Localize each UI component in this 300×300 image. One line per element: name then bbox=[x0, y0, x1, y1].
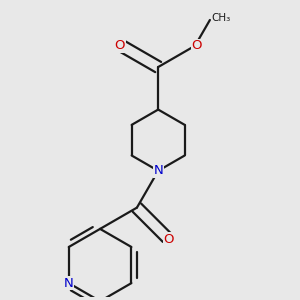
Text: N: N bbox=[64, 277, 74, 290]
Text: CH₃: CH₃ bbox=[212, 13, 231, 23]
Text: O: O bbox=[191, 39, 202, 52]
Text: O: O bbox=[115, 39, 125, 52]
Text: O: O bbox=[164, 233, 174, 246]
Text: N: N bbox=[153, 164, 163, 177]
